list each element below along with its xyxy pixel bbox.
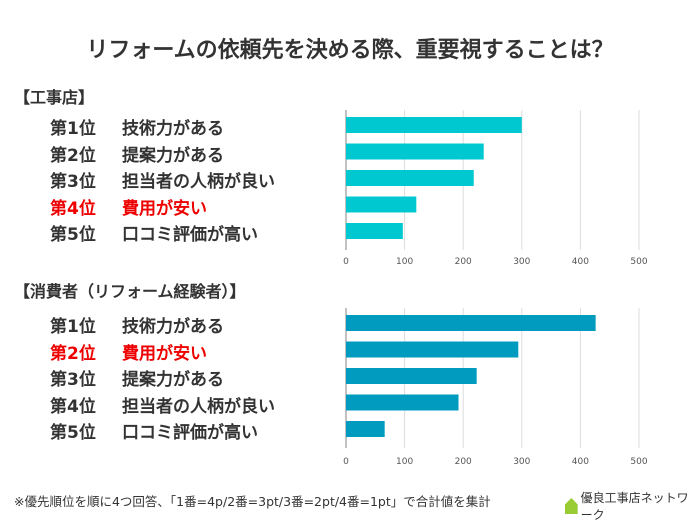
category-name: 費用が安い: [122, 198, 207, 219]
footnote: ※優先順位を順に4つ回答、「1番=4p/2番=3pt/3番=2pt/4番=1pt…: [14, 494, 491, 509]
bar: [346, 394, 459, 411]
bar: [346, 223, 403, 239]
page-title: リフォームの依頼先を決める際、重要視することは？: [86, 38, 614, 63]
rank-label: 第1位: [50, 317, 96, 337]
x-tick-label: 0: [343, 457, 349, 467]
category-label: 第5位 口コミ評価が高い: [50, 418, 258, 443]
bar: [346, 170, 474, 186]
bar: [346, 117, 522, 133]
category-name: 口コミ評価が高い: [122, 423, 258, 443]
bar: [346, 341, 519, 358]
x-tick-label: 200: [455, 457, 472, 467]
logo: 優良工事店ネットワーク: [565, 489, 700, 523]
x-tick-label: 300: [513, 457, 530, 467]
house-logo-icon: [565, 498, 578, 514]
bar: [346, 368, 477, 384]
category-name: 口コミ評価が高い: [122, 225, 258, 245]
x-tick-label: 500: [630, 457, 647, 467]
category-label: 第2位 費用が安い: [50, 339, 207, 364]
category-label: 第4位 費用が安い: [50, 194, 207, 219]
x-tick-label: 400: [572, 457, 589, 467]
x-tick-label: 100: [396, 257, 413, 267]
rank-label: 第2位: [50, 145, 96, 166]
category-name: 提案力がある: [122, 145, 224, 166]
section-title: 【消費者（リフォーム経験者）】: [14, 282, 246, 301]
rank-label: 第3位: [50, 172, 96, 192]
category-name: 技術力がある: [122, 317, 224, 337]
rank-label: 第3位: [50, 370, 96, 390]
section-title: 【工事店】: [14, 88, 95, 107]
x-tick-label: 500: [630, 257, 647, 267]
bar: [346, 196, 417, 213]
category-name: 提案力がある: [122, 370, 224, 390]
category-label: 第3位 提案力がある: [50, 365, 224, 390]
category-name: 担当者の人柄が良い: [122, 172, 275, 192]
logo-text: 優良工事店ネットワーク: [580, 491, 689, 522]
x-tick-label: 300: [513, 257, 530, 267]
bar: [346, 143, 484, 160]
rank-label: 第5位: [50, 423, 96, 443]
category-label: 第1位 技術力がある: [50, 312, 224, 337]
bar: [346, 421, 385, 437]
rank-label: 第1位: [50, 119, 96, 139]
x-tick-label: 200: [455, 257, 472, 267]
category-label: 第4位 担当者の人柄が良い: [50, 392, 275, 417]
category-name: 技術力がある: [122, 119, 224, 139]
rank-label: 第2位: [50, 343, 96, 364]
x-tick-label: 400: [572, 257, 589, 267]
category-label: 第1位 技術力がある: [50, 114, 224, 139]
x-tick-label: 0: [343, 257, 349, 267]
bar: [346, 315, 596, 331]
category-name: 費用が安い: [122, 343, 207, 364]
category-label: 第2位 提案力がある: [50, 141, 224, 166]
category-label: 第3位 担当者の人柄が良い: [50, 167, 275, 192]
x-tick-label: 100: [396, 457, 413, 467]
rank-label: 第4位: [50, 396, 96, 417]
category-name: 担当者の人柄が良い: [122, 396, 275, 417]
rank-label: 第5位: [50, 225, 96, 245]
rank-label: 第4位: [50, 198, 96, 219]
category-label: 第5位 口コミ評価が高い: [50, 220, 258, 245]
